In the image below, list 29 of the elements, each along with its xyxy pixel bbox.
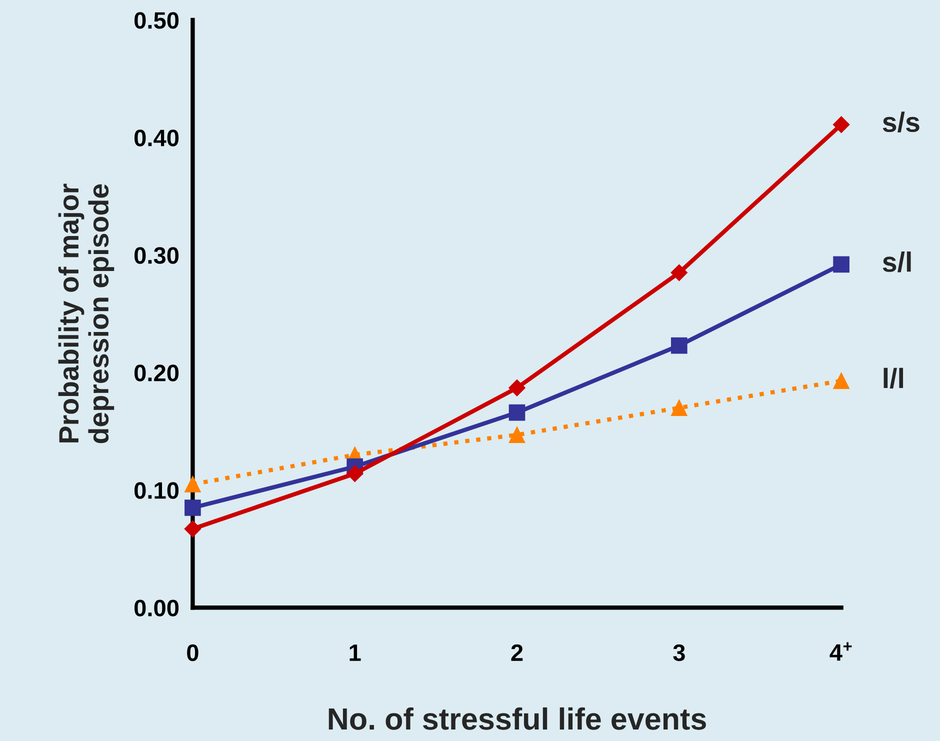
point [508,404,526,421]
x-tick-label: 4$^{+}$ [830,642,852,661]
y-tick-label: 0.40 [134,130,179,146]
y-axis-title: Probability of major depression episode [58,184,114,444]
x-tick-label: 3 [673,644,685,662]
y-tick-label: 0.50 [134,12,179,29]
point [833,372,850,389]
point [346,465,364,482]
x-tick-label: 2 [511,644,523,661]
point [184,476,201,492]
series-label: l/l [884,368,904,389]
y-tick-label: 0.00 [134,600,179,616]
point [670,400,688,416]
x-tick-label: 1 [350,644,361,661]
point [670,337,688,354]
point [184,500,201,516]
series-label: s/s [882,112,920,132]
point [670,264,688,282]
y-tick-label: 0.30 [134,247,179,264]
y-tick-label: 0.10 [134,482,179,499]
point [508,379,526,396]
x-tick-label: 0 [187,644,198,662]
point [833,256,850,273]
x-axis-title: No. of stressful life events [328,707,706,730]
point [832,116,850,133]
point [184,520,202,538]
point [508,426,526,444]
series-label: s/l [882,252,911,272]
y-tick-label: 0.20 [134,364,179,382]
